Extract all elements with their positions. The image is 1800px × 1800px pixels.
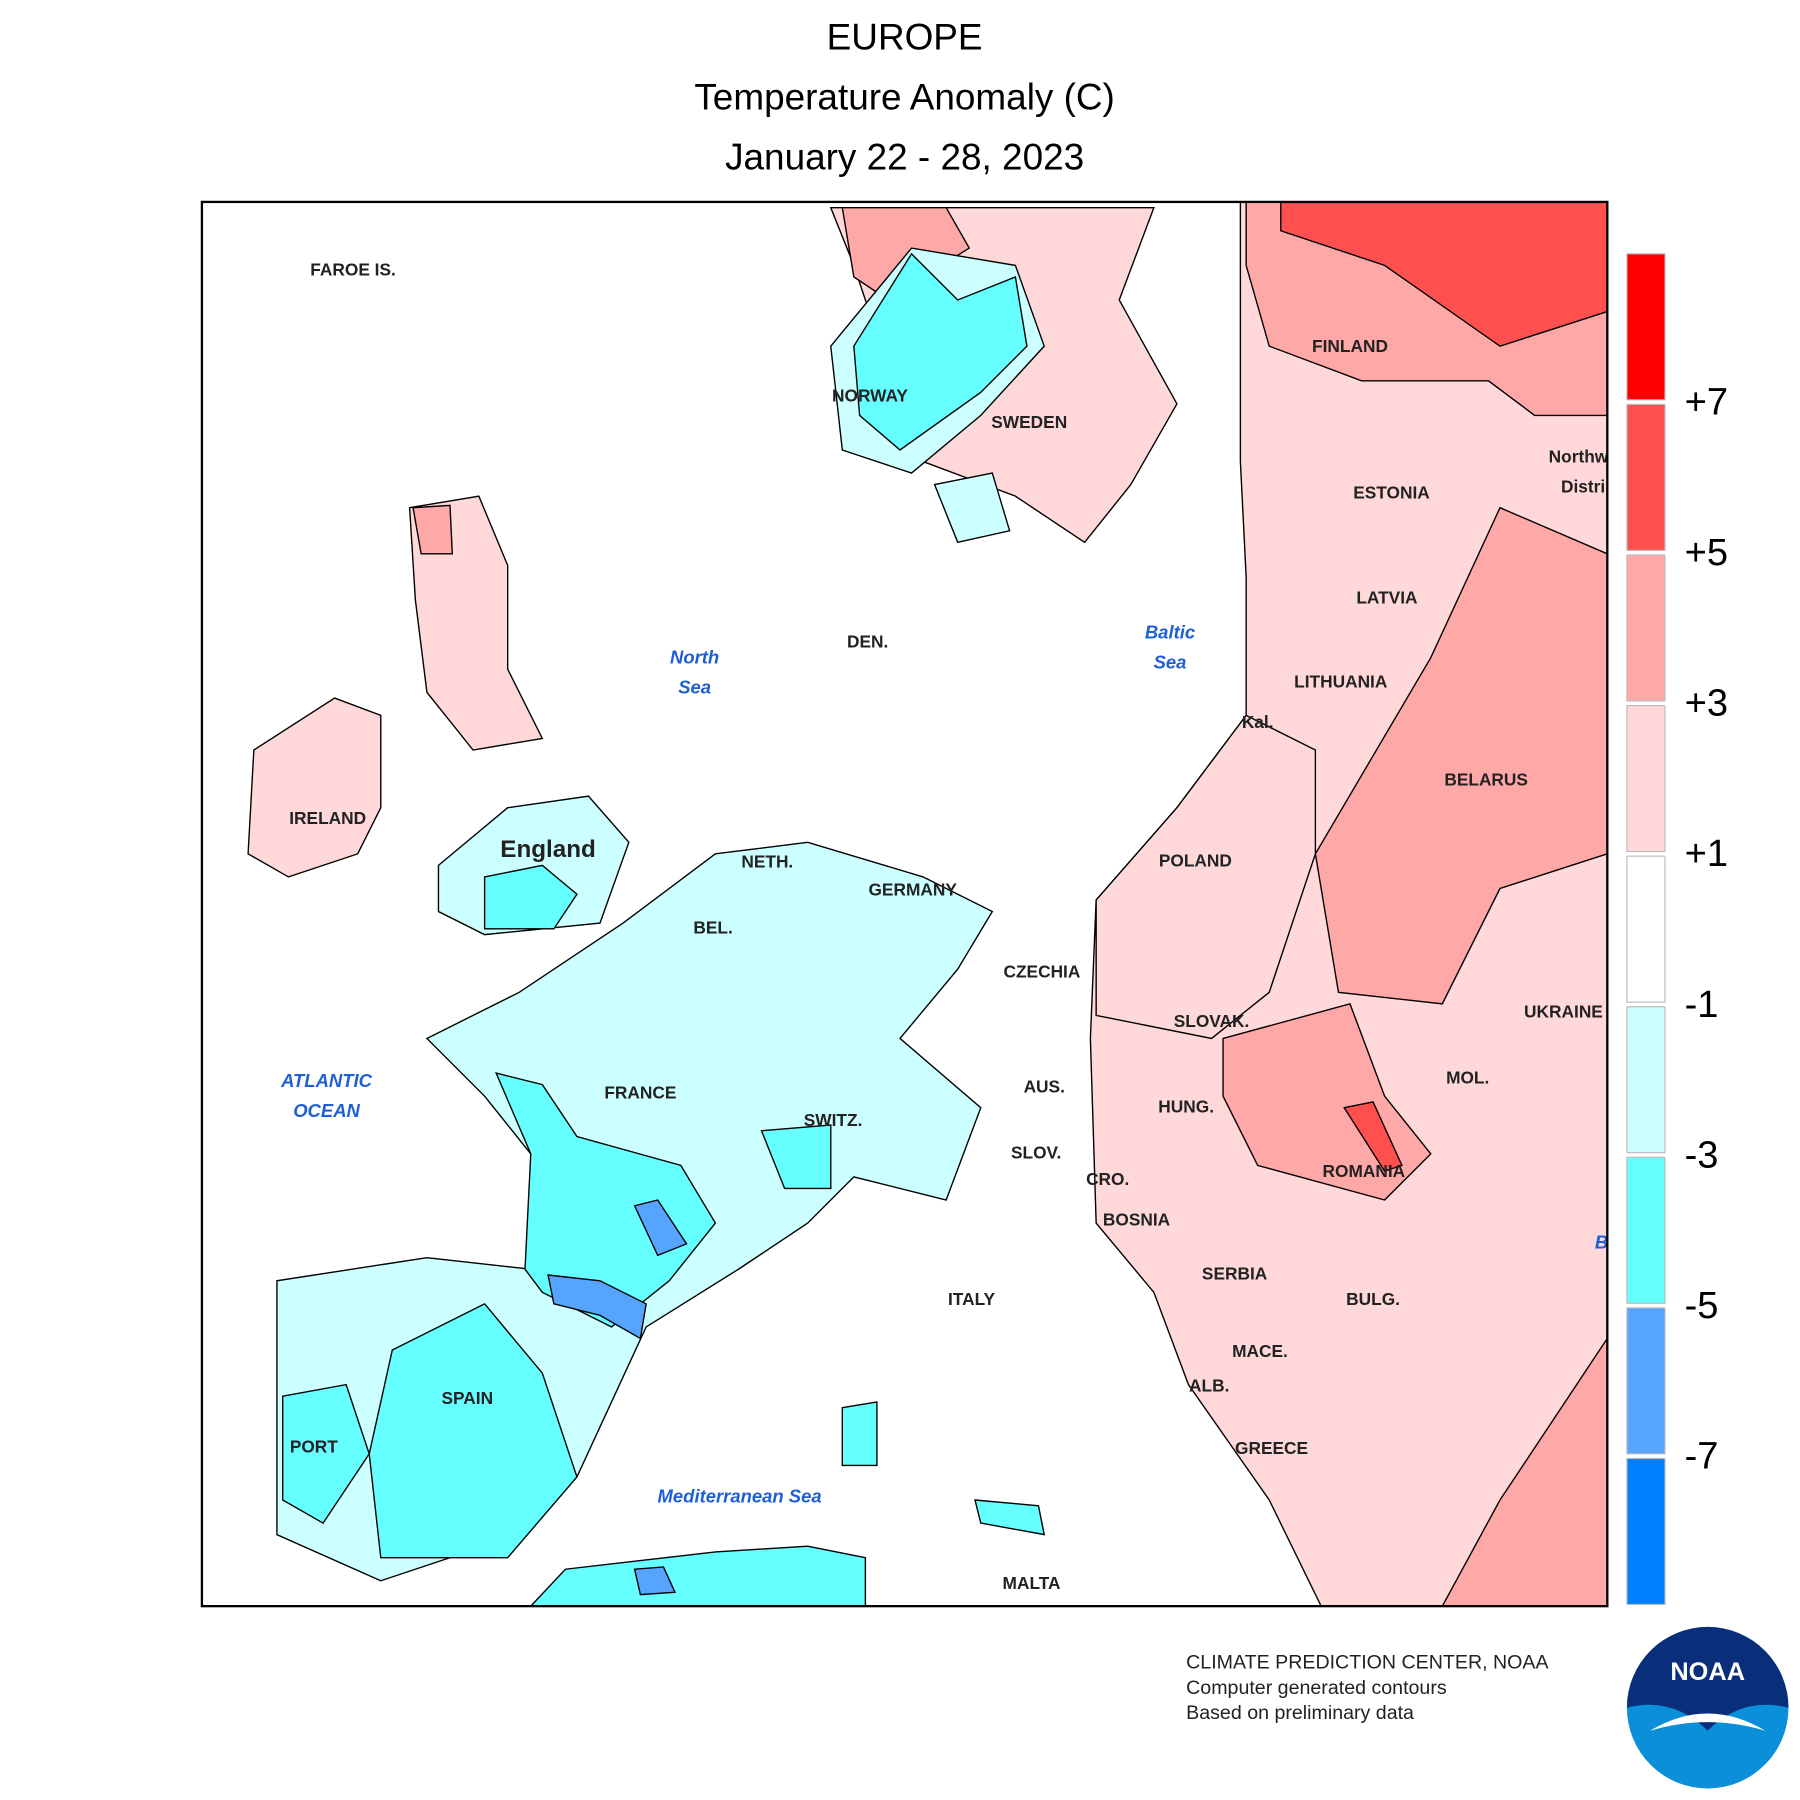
place-label: LATVIA xyxy=(1356,587,1418,607)
place-label: ALB. xyxy=(1189,1375,1229,1395)
legend-tick-label: -1 xyxy=(1685,984,1719,1026)
place-label: GERMANY xyxy=(868,879,957,899)
anomaly-area xyxy=(494,1072,717,1328)
anomaly-area xyxy=(1280,201,1608,347)
sea-label: North xyxy=(670,647,719,668)
legend-swatch xyxy=(1626,403,1666,551)
place-label: CZECHIA xyxy=(1003,961,1080,981)
legend-tick-label: -3 xyxy=(1685,1134,1719,1176)
anomaly-area xyxy=(633,1566,677,1596)
legend-swatch xyxy=(1626,1307,1666,1455)
place-label: SERBIA xyxy=(1202,1264,1268,1284)
anomaly-area xyxy=(760,1124,832,1190)
anomaly-area xyxy=(412,504,454,555)
place-label: Distri xyxy=(1561,477,1605,497)
place-label: ESTONIA xyxy=(1353,482,1430,502)
sea-label: Sea xyxy=(1154,651,1187,672)
anomaly-area xyxy=(368,1302,578,1559)
anomaly-area xyxy=(529,1545,867,1607)
place-label: BOSNIA xyxy=(1103,1209,1171,1229)
anomaly-area xyxy=(853,252,1028,451)
place-label: HUNG. xyxy=(1158,1096,1214,1116)
map-labels: FAROE IS. NORWAY SWEDEN FINLAND ESTONIA LATVI… xyxy=(280,260,1609,1593)
sea-label: Mediterranean Sea xyxy=(658,1486,822,1507)
color-legend: +7 +5 +3 +1 -1 -3 -5 -7 xyxy=(1626,253,1728,1605)
place-label: UKRAINE xyxy=(1524,1002,1603,1022)
anomaly-area xyxy=(1314,506,1608,1005)
legend-swatch xyxy=(1626,1006,1666,1154)
place-label: MACE. xyxy=(1232,1341,1288,1361)
legend-tick-label: +3 xyxy=(1685,683,1728,725)
place-label: DEN. xyxy=(847,631,888,651)
subtitle: Temperature Anomaly (C) xyxy=(694,77,1114,118)
legend-swatch xyxy=(1626,253,1666,401)
place-label: Kal. xyxy=(1242,712,1274,732)
place-label: SLOVAK. xyxy=(1174,1011,1250,1031)
place-label: ROMANIA xyxy=(1323,1161,1406,1181)
place-label: LITHUANIA xyxy=(1294,672,1388,692)
footer-line: CLIMATE PREDICTION CENTER, NOAA xyxy=(1186,1651,1549,1673)
footer-line: Based on preliminary data xyxy=(1186,1702,1414,1724)
legend-tick-label: +7 xyxy=(1685,381,1728,423)
anomaly-area xyxy=(247,697,382,878)
sea-label: B xyxy=(1595,1232,1608,1253)
anomaly-area xyxy=(974,1499,1046,1536)
anomaly-area xyxy=(841,1401,878,1467)
legend-tick-label: -5 xyxy=(1685,1285,1719,1327)
anomaly-area xyxy=(633,1199,688,1257)
place-label: MALTA xyxy=(1003,1573,1061,1593)
place-label: ITALY xyxy=(948,1289,996,1309)
place-label: BEL. xyxy=(693,917,732,937)
place-label: SWEDEN xyxy=(991,412,1067,432)
anomaly-areas xyxy=(247,201,1608,1607)
date-range: January 22 - 28, 2023 xyxy=(725,137,1084,178)
place-label: FRANCE xyxy=(604,1082,676,1102)
map-frame xyxy=(200,200,1609,1608)
place-label: NETH. xyxy=(741,852,793,872)
anomaly-area xyxy=(282,1383,370,1524)
legend-tick-label: +5 xyxy=(1685,532,1728,574)
anomaly-area xyxy=(483,864,578,930)
place-label: SPAIN xyxy=(442,1388,494,1408)
place-label: CRO. xyxy=(1086,1169,1129,1189)
place-label: IRELAND xyxy=(289,808,366,828)
sea-label: ATLANTIC xyxy=(280,1070,373,1091)
place-label: NORWAY xyxy=(832,385,908,405)
legend-swatch xyxy=(1626,855,1666,1003)
place-label: FINLAND xyxy=(1312,336,1388,356)
place-label: BULG. xyxy=(1346,1289,1400,1309)
legend-tick-label: -7 xyxy=(1685,1436,1719,1478)
place-label: Northw xyxy=(1549,447,1609,467)
logo-text: NOAA xyxy=(1670,1658,1745,1686)
anomaly-area xyxy=(408,495,544,751)
anomaly-area xyxy=(1343,1101,1403,1172)
place-label: England xyxy=(500,836,596,863)
footer-line: Computer generated contours xyxy=(1186,1677,1447,1699)
anomaly-area xyxy=(933,472,1011,544)
legend-swatch xyxy=(1626,1457,1666,1605)
noaa-logo: NOAA xyxy=(1626,1626,1789,1789)
anomaly-area xyxy=(1441,1337,1608,1607)
place-label: SLOV. xyxy=(1011,1142,1061,1162)
legend-tick-label: +1 xyxy=(1685,833,1728,875)
place-label: SWITZ. xyxy=(804,1110,863,1130)
title: EUROPE xyxy=(827,17,983,58)
sea-label: Baltic xyxy=(1145,621,1195,642)
sea-label: OCEAN xyxy=(293,1100,360,1121)
anomaly-area xyxy=(1095,714,1317,1040)
place-label: GREECE xyxy=(1235,1438,1308,1458)
legend-swatch xyxy=(1626,1156,1666,1304)
place-label: FAROE IS. xyxy=(310,260,396,280)
place-label: PORT xyxy=(290,1437,338,1457)
place-label: POLAND xyxy=(1159,850,1232,870)
place-label: BELARUS xyxy=(1444,770,1528,790)
place-label: MOL. xyxy=(1446,1067,1489,1087)
anomaly-area xyxy=(547,1274,647,1340)
legend-swatch xyxy=(1626,705,1666,853)
legend-swatch xyxy=(1626,554,1666,702)
sea-label: Sea xyxy=(678,677,711,698)
place-label: AUS. xyxy=(1024,1077,1065,1097)
